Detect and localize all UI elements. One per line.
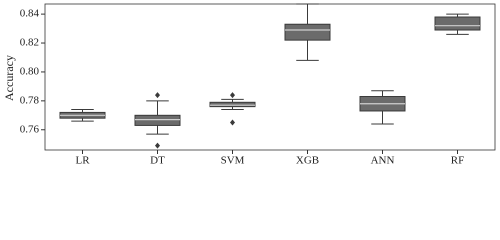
y-tick-label: 0.84 bbox=[20, 8, 40, 20]
y-axis-label: Accuracy bbox=[2, 55, 16, 101]
plot-frame bbox=[44, 3, 496, 151]
box bbox=[209, 101, 256, 108]
y-tick-label: 0.76 bbox=[20, 123, 40, 135]
box bbox=[434, 16, 481, 31]
outlier bbox=[230, 119, 235, 126]
x-tick-label: DT bbox=[150, 155, 165, 165]
outlier bbox=[155, 92, 160, 99]
x-tick-label: SVM bbox=[221, 155, 245, 165]
outlier bbox=[155, 142, 160, 149]
box bbox=[134, 114, 181, 126]
y-tick-label: 0.80 bbox=[20, 65, 40, 77]
x-tick-label: LR bbox=[75, 155, 90, 165]
y-tick-label: 0.78 bbox=[20, 94, 40, 106]
outlier bbox=[230, 92, 235, 99]
y-tick-label: 0.82 bbox=[20, 37, 39, 49]
box bbox=[284, 23, 331, 41]
x-tick-label: RF bbox=[451, 155, 464, 165]
chart: Accuracy 0.76 0.78 0.80 0.82 0.84 LR DT SVM XGB A… bbox=[2, 3, 496, 165]
x-tick-label: ANN bbox=[371, 155, 395, 165]
x-tick-label: XGB bbox=[296, 155, 319, 165]
